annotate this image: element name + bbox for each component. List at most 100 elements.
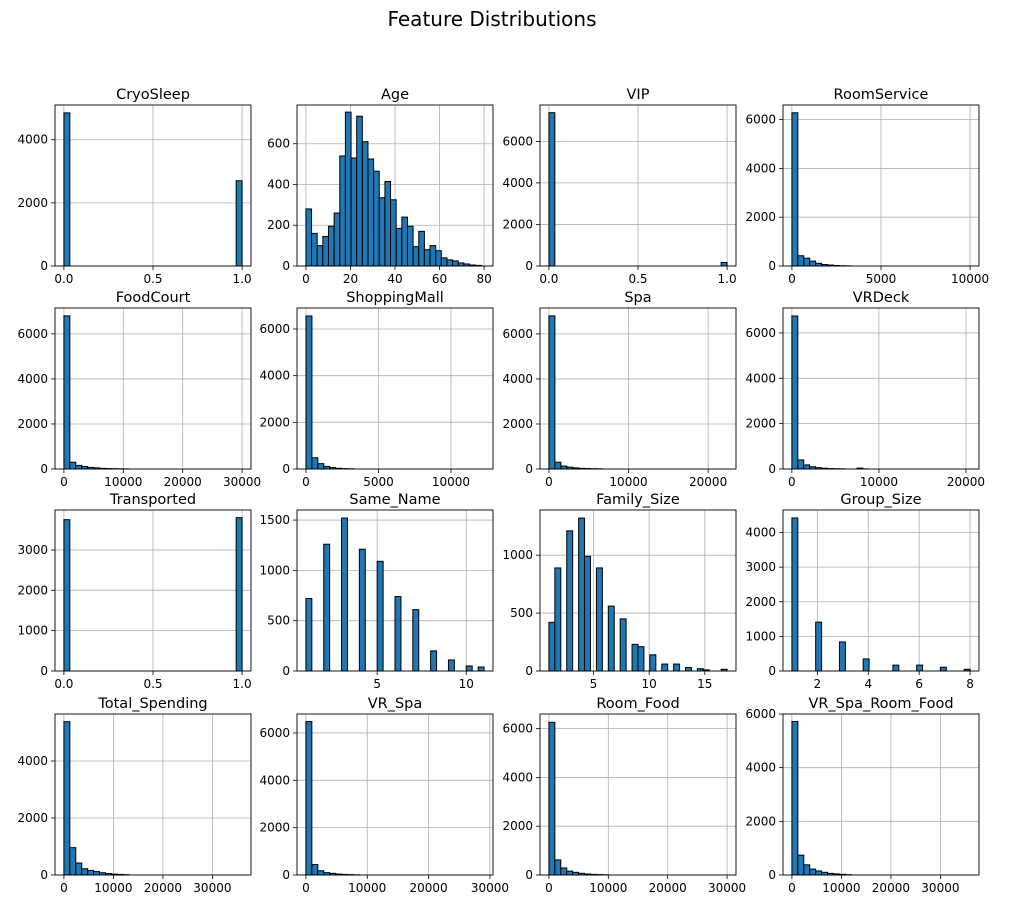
axes-frame: [539, 509, 737, 672]
y-tick-label: 500: [267, 614, 290, 628]
x-tick-label: 30000: [223, 475, 261, 489]
histogram-bar: [350, 157, 358, 267]
y-tick-label: 6000: [17, 327, 48, 341]
y-tick-label: 1500: [259, 513, 290, 527]
histogram-bar: [356, 115, 363, 267]
y-tick-label: 6000: [259, 726, 290, 740]
histogram-bar: [554, 567, 562, 672]
histogram-panel: Room_Food 0 10000 20000 30000 0 2000 4000 6000: [502, 696, 746, 895]
axes-frame: [782, 713, 980, 876]
histogram-bar: [69, 847, 77, 876]
x-tick-label: 20000: [144, 881, 182, 895]
y-tick-label: 0: [282, 868, 290, 882]
y-tick-label: 2000: [17, 583, 48, 597]
y-tick-label: 4000: [17, 372, 48, 386]
histogram-bar: [560, 867, 568, 876]
y-tick-label: 4000: [745, 371, 776, 385]
y-tick-label: 3000: [745, 560, 776, 574]
y-tick-label: 2000: [17, 811, 48, 825]
histogram-bar: [649, 654, 657, 672]
x-tick-label: 0.5: [628, 272, 647, 286]
histogram-bar: [791, 517, 799, 672]
histogram-bar: [305, 721, 313, 876]
y-tick-label: 6000: [745, 707, 776, 721]
histogram-bar: [584, 555, 591, 672]
y-tick-label: 2000: [259, 415, 290, 429]
subplot-title: Family_Size: [596, 492, 680, 508]
x-tick-label: 10: [459, 677, 474, 691]
x-tick-label: 0: [788, 272, 796, 286]
x-tick-label: 0: [60, 475, 68, 489]
subplot-title: Age: [381, 87, 409, 103]
histogram-bar: [548, 112, 556, 267]
histogram-bar: [412, 246, 420, 267]
y-tick-label: 2000: [259, 821, 290, 835]
y-tick-label: 0: [282, 462, 290, 476]
histogram-bar: [323, 543, 331, 672]
histogram-bar: [566, 870, 574, 876]
x-tick-label: 5000: [363, 475, 394, 489]
x-tick-label: 0: [302, 475, 310, 489]
axes-frame: [539, 713, 737, 876]
histogram-bar: [809, 260, 817, 267]
histogram-panel: VIP 0.0 0.5 1.0 0 2000 4000 6000: [502, 87, 736, 286]
histogram-bar: [87, 869, 95, 876]
subplot-title: CryoSleep: [116, 87, 190, 103]
x-tick-label: 5000: [866, 272, 897, 286]
y-tick-label: 0: [525, 259, 533, 273]
y-tick-label: 500: [510, 606, 533, 620]
x-tick-label: 20000: [689, 475, 727, 489]
x-tick-label: 40: [387, 272, 402, 286]
histogram-bar: [235, 517, 243, 672]
histogram-bar: [317, 870, 325, 876]
histogram-bar: [412, 609, 420, 672]
histogram-bar: [63, 315, 71, 470]
y-tick-label: 2000: [17, 417, 48, 431]
histogram-bar: [797, 854, 805, 876]
x-tick-label: 0: [60, 881, 68, 895]
subplot-title: ShoppingMall: [346, 290, 444, 306]
y-tick-label: 0: [282, 259, 290, 273]
y-tick-label: 2000: [745, 417, 776, 431]
y-tick-label: 6000: [259, 322, 290, 336]
histogram-bar: [429, 245, 437, 267]
histogram-bar: [316, 245, 324, 267]
histogram-bar: [803, 464, 811, 470]
histogram-bar: [809, 868, 817, 876]
histogram-bar: [548, 621, 556, 672]
subplot-title: Total_Spending: [97, 696, 207, 712]
axes-frame: [782, 307, 980, 470]
histogram-panel: VRDeck 0 10000 20000 0 2000 4000 6000: [745, 290, 985, 489]
x-tick-label: 10000: [609, 475, 647, 489]
histogram-bar: [661, 663, 669, 672]
histogram-bar: [637, 646, 645, 672]
y-tick-label: 2000: [502, 417, 533, 431]
histogram-panel: ShoppingMall 0 5000 10000 0 2000 4000 6000: [259, 290, 494, 489]
x-tick-label: 30000: [471, 881, 509, 895]
x-tick-label: 60: [432, 272, 447, 286]
axes-frame: [296, 713, 494, 876]
x-tick-label: 0: [545, 475, 553, 489]
histogram-panel: Transported 0.0 0.5 1.0 0 1000 2000 3000: [17, 492, 251, 691]
histogram-bar: [311, 864, 319, 876]
y-tick-label: 0: [525, 868, 533, 882]
histogram-panel: CryoSleep 0.0 0.5 1.0 0 2000 4000: [17, 87, 251, 286]
histogram-bar: [376, 560, 384, 672]
y-tick-label: 0: [40, 462, 48, 476]
subplot-title: Spa: [624, 290, 651, 306]
axes-frame: [296, 509, 494, 672]
y-tick-label: 6000: [502, 134, 533, 148]
x-tick-label: 5: [590, 677, 598, 691]
histogram-bar: [93, 871, 101, 876]
x-tick-label: 30000: [708, 881, 746, 895]
histogram-bar: [447, 659, 455, 672]
histogram-bar: [815, 621, 823, 672]
y-tick-label: 4000: [745, 526, 776, 540]
histogram-bar: [423, 249, 431, 267]
histogram-bar: [685, 667, 692, 672]
histogram-bar: [477, 666, 485, 672]
subplot-title: Same_Name: [349, 492, 440, 508]
x-tick-label: 20000: [947, 475, 985, 489]
